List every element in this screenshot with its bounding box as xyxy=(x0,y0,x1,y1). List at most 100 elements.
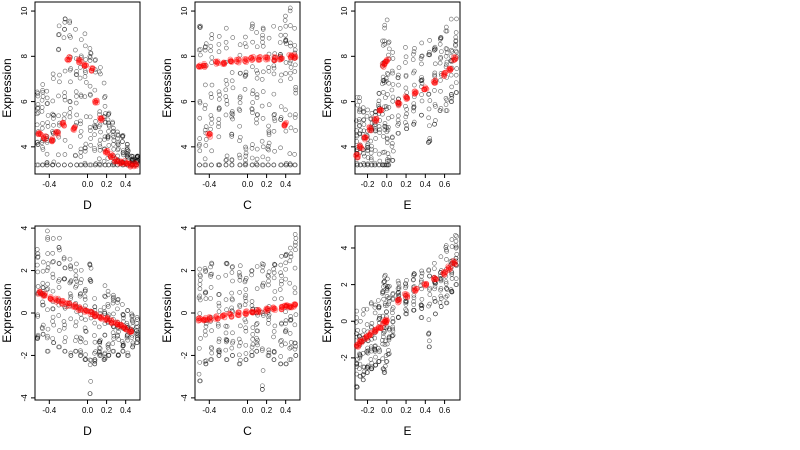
observed-point xyxy=(50,162,56,167)
observed-point xyxy=(361,369,367,375)
observed-point xyxy=(67,291,73,297)
observed-point xyxy=(443,281,449,286)
observed-point xyxy=(449,84,455,90)
observed-point xyxy=(120,139,125,145)
observed-point xyxy=(61,319,67,324)
observed-point xyxy=(292,47,298,53)
observed-point xyxy=(44,88,50,94)
observed-point xyxy=(412,272,417,277)
observed-point xyxy=(249,106,255,112)
observed-point xyxy=(106,346,112,352)
observed-point xyxy=(454,49,459,55)
observed-point xyxy=(254,286,260,291)
observed-point xyxy=(67,67,73,73)
observed-point xyxy=(287,345,293,351)
observed-point xyxy=(419,315,425,320)
observed-point xyxy=(372,310,378,316)
observed-point xyxy=(78,121,83,127)
observed-point xyxy=(249,344,255,350)
fitted-point xyxy=(206,130,213,137)
observed-point xyxy=(361,151,366,157)
observed-point xyxy=(412,82,417,88)
observed-point xyxy=(243,287,249,292)
observed-point xyxy=(454,16,459,22)
observed-point xyxy=(271,329,277,334)
observed-point xyxy=(216,303,222,309)
observed-point xyxy=(134,340,140,346)
observed-point xyxy=(254,116,259,122)
observed-point xyxy=(223,162,229,168)
observed-point xyxy=(116,142,121,148)
observed-point xyxy=(209,350,215,356)
observed-point xyxy=(73,319,79,325)
observed-point xyxy=(390,324,396,330)
observed-point xyxy=(229,308,235,313)
observed-point xyxy=(391,148,396,154)
observed-point xyxy=(364,364,370,370)
observed-point xyxy=(230,330,235,336)
observed-point xyxy=(92,146,97,151)
observed-point xyxy=(224,339,229,345)
observed-point xyxy=(453,243,459,248)
observed-point xyxy=(74,120,79,125)
observed-point xyxy=(260,387,265,392)
observed-point xyxy=(419,40,425,46)
observed-point xyxy=(61,116,67,122)
observed-point xyxy=(449,276,455,281)
observed-point xyxy=(377,313,382,319)
observed-point xyxy=(249,107,255,112)
observed-point xyxy=(382,342,388,347)
observed-point xyxy=(390,94,396,100)
observed-point xyxy=(254,146,260,152)
observed-point xyxy=(74,69,79,74)
observed-point xyxy=(110,348,116,354)
observed-point xyxy=(260,154,266,160)
observed-point xyxy=(92,357,98,363)
plot-frame xyxy=(354,225,461,401)
observed-point xyxy=(124,154,130,159)
observed-point xyxy=(278,32,284,38)
observed-point xyxy=(411,104,417,110)
observed-point xyxy=(386,162,392,168)
observed-point xyxy=(105,301,111,307)
observed-point xyxy=(368,116,374,121)
observed-point xyxy=(278,117,283,122)
observed-point xyxy=(198,52,203,58)
y-tick-label: 10 xyxy=(180,6,189,15)
observed-point xyxy=(385,40,391,46)
observed-point xyxy=(386,155,392,160)
y-tick-label: -4 xyxy=(20,394,29,402)
x-tick-label: -0.2 xyxy=(361,406,375,415)
observed-point xyxy=(377,158,383,164)
observed-point xyxy=(438,89,443,94)
observed-point xyxy=(255,337,260,343)
observed-point xyxy=(73,152,78,158)
observed-point xyxy=(254,44,260,50)
observed-point xyxy=(438,78,443,83)
observed-point xyxy=(34,122,40,128)
observed-point xyxy=(438,54,443,60)
observed-point xyxy=(266,147,272,153)
observed-point xyxy=(259,103,265,109)
observed-point xyxy=(427,338,432,344)
observed-point xyxy=(387,283,392,289)
observed-point xyxy=(355,356,360,362)
observed-point xyxy=(380,356,385,362)
observed-point xyxy=(404,278,409,283)
observed-point xyxy=(78,94,84,99)
observed-point xyxy=(243,351,249,356)
observed-point xyxy=(197,360,203,365)
observed-point xyxy=(45,333,50,339)
observed-point xyxy=(382,25,387,31)
observed-point xyxy=(427,38,432,43)
fitted-point xyxy=(357,338,364,344)
observed-point xyxy=(129,313,135,319)
observed-point xyxy=(255,70,260,76)
observed-point xyxy=(203,296,209,301)
plot-frame xyxy=(354,1,461,175)
observed-point xyxy=(443,96,449,101)
observed-point xyxy=(354,331,359,336)
fitted-point xyxy=(402,93,409,99)
observed-point xyxy=(249,146,255,151)
